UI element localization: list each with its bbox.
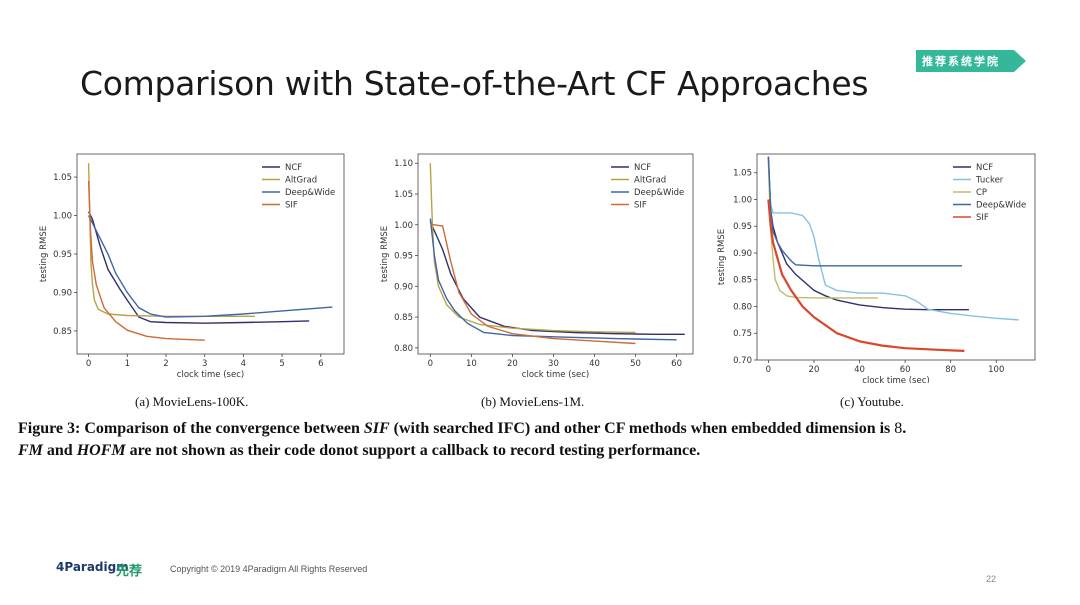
x-tick-label: 5 [279,359,284,369]
x-tick-label: 0 [86,359,91,369]
series-line-ncf [429,221,685,336]
copyright-text: Copyright © 2019 4Paradigm All Rights Re… [170,564,368,574]
x-tick-label: 60 [671,359,682,369]
y-tick-label: 0.85 [394,313,413,323]
series-line-sif [87,180,205,341]
y-tick-label: 1.05 [733,169,752,179]
x-tick-label: 50 [630,359,641,369]
series-line-sif [430,224,636,345]
x-tick-label: 20 [809,365,820,375]
plot-frame [756,153,1036,361]
chart-movielens-1m: 0 10 20 30 40 50 60 0.80 0.85 0.90 0.95 1.00 1.05 1.1… [378,148,698,383]
legend-label-cp: CP [976,188,987,198]
series-line-deep-wide [429,218,677,341]
chart-svg-movielens-1m: 0 10 20 30 40 50 60 0.80 0.85 0.90 0.95 1.00 1.05 1.1… [380,153,694,380]
x-tick-label: 30 [548,359,559,369]
y-tick-label: 0.85 [53,327,72,337]
x-axis-label: clock time (sec) [862,376,929,383]
page-number: 22 [986,574,997,584]
x-axis-label: clock time (sec) [177,370,244,380]
chart-svg-youtube: 0 20 40 60 80 100 0.70 0.75 0.80 0.85 0.90 0.95 1.00… [717,153,1036,383]
legend-label-deep-wide: Deep&Wide [976,201,1026,211]
series-line-cp [767,161,878,299]
y-tick-label: 0.90 [53,288,72,298]
caption-part: FM [18,442,43,459]
y-tick-label: 0.75 [733,329,752,339]
chart-youtube: 0 20 40 60 80 100 0.70 0.75 0.80 0.85 0.90 0.95 1.00… [715,148,1040,383]
badge-shape [916,50,1026,72]
legend-label-tucker: Tucker [975,176,1004,186]
badge-text: 推荐系统学院 [922,55,1000,68]
series-line-ncf [87,211,310,324]
x-tick-label: 0 [766,365,771,375]
legend-label-deep-wide: Deep&Wide [285,188,335,198]
legend-label-deep-wide: Deep&Wide [634,188,684,198]
paradigm-logo: 4Paradigm [56,560,129,574]
series-line-deep-wide [767,156,963,267]
subcaption-b: (b) MovieLens-1M. [481,394,585,409]
legend-label-ncf: NCF [976,163,993,173]
caption-part: are not shown as their code donot suppor… [125,442,701,459]
x-tick-label: 60 [900,365,911,375]
x-tick-label: 0 [428,359,433,369]
x-tick-label: 40 [854,365,865,375]
school-badge: 推荐系统学院 [916,50,1026,72]
x-axis-label: clock time (sec) [522,370,589,380]
caption-part: 8 [894,420,903,437]
series-line-tucker [767,161,1020,321]
series-line-deep-wide [87,215,333,318]
caption-part: (with searched IFC) and other CF methods… [389,420,895,437]
x-tick-label: 10 [466,359,477,369]
x-tick-label: 6 [318,359,323,369]
chart-svg-movielens-100k: 0 1 2 3 4 5 6 0.85 0.90 0.95 1.00 1.05 clock time (s… [39,153,345,380]
y-tick-label: 0.95 [733,222,752,232]
legend-label-ncf: NCF [285,163,302,173]
x-tick-label: 80 [945,365,956,375]
subcaption-a: (a) MovieLens-100K. [135,394,249,409]
y-tick-label: 1.00 [733,195,752,205]
x-tick-label: 3 [202,359,207,369]
y-tick-label: 1.00 [53,212,72,222]
y-tick-label: 0.80 [733,302,752,312]
x-tick-label: 100 [988,365,1004,375]
legend-label-sif: SIF [634,201,647,211]
y-tick-label: 0.95 [394,252,413,262]
y-tick-label: 0.90 [394,282,413,292]
y-tick-label: 0.85 [733,276,752,286]
chart-movielens-100k: 0 1 2 3 4 5 6 0.85 0.90 0.95 1.00 1.05 clock time (s… [37,148,347,383]
caption-part: HOFM [76,442,126,459]
y-tick-label: 1.10 [394,159,413,169]
y-tick-label: 0.70 [733,356,752,366]
y-tick-label: 0.90 [733,249,752,259]
slide-title: Comparison with State-of-the-Art CF Appr… [80,64,869,103]
legend-label-altgrad: AltGrad [634,176,666,186]
caption-part: SIF [363,420,390,437]
y-axis-label: testing RMSE [380,226,390,282]
legend-label-ncf: NCF [634,163,651,173]
legend-label-altgrad: AltGrad [285,176,317,186]
series-line-sif [767,199,965,352]
y-tick-label: 1.00 [394,221,413,231]
x-tick-label: 2 [163,359,168,369]
y-tick-label: 0.95 [53,250,72,260]
subcaption-c: (c) Youtube. [840,394,904,409]
legend-label-sif: SIF [285,201,298,211]
figure-caption: Figure 3: Comparison of the convergence … [18,418,1068,462]
x-tick-label: 20 [507,359,518,369]
x-tick-label: 1 [125,359,130,369]
caption-part: . [902,420,907,437]
legend-label-sif: SIF [976,213,989,223]
y-tick-label: 1.05 [53,173,72,183]
y-axis-label: testing RMSE [717,229,727,285]
xianjian-logo: 先荐 [116,564,143,579]
caption-part: Figure 3: Comparison of the convergence … [18,420,364,437]
caption-part: and [42,442,77,459]
y-axis-label: testing RMSE [39,226,49,282]
y-tick-label: 0.80 [394,344,413,354]
x-tick-label: 40 [589,359,600,369]
x-tick-label: 4 [241,359,246,369]
y-tick-label: 1.05 [394,190,413,200]
